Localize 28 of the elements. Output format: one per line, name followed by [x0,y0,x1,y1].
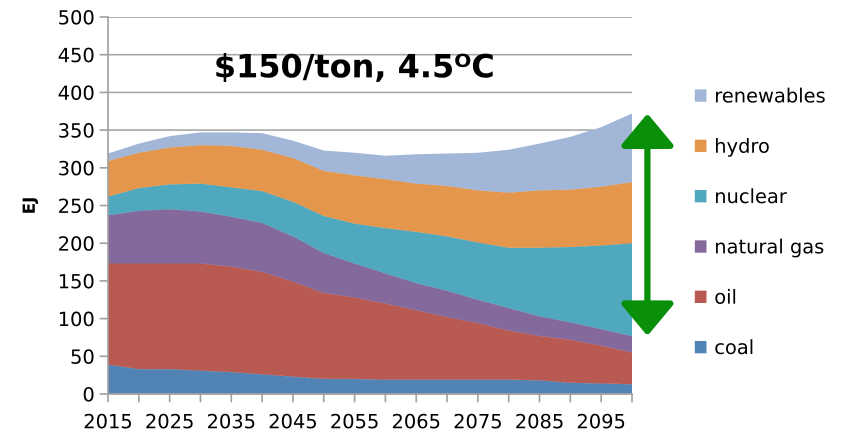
x-tick-label: 2035 [208,414,254,428]
legend-label: nuclear [716,188,787,204]
text: $150/ton, 4.5ᴼC [216,53,493,82]
y-tick-label: 0 [84,386,94,402]
legend-label: hydro [716,138,769,157]
y-tick-label: 200 [59,236,94,251]
legend-label: renewables [716,88,825,103]
legend-label: natural gas [716,238,824,258]
legend-label: coal [715,339,752,354]
x-tick-label: 2095 [578,414,624,428]
x-tick-label: 2065 [392,414,440,428]
x-tick-label: 2025 [146,414,193,428]
x-tick-label: 2055 [331,414,378,428]
x-tick-label: 2085 [516,414,563,428]
y-tick-label: 450 [58,48,94,62]
y-tick-label: 500 [59,10,94,25]
x-tick-label: 2015 [84,414,132,428]
y-tick-label: 100 [60,312,94,326]
legend-label: oil [715,288,736,304]
y-tick-label: 400 [58,85,94,100]
x-tick-label: 2045 [270,414,316,428]
y-tick-label: 50 [72,349,94,364]
y-tick-label: 350 [59,123,94,138]
y-tick-label: 300 [59,160,94,176]
y-axis-title: EJ [22,198,38,213]
x-tick-label: 2075 [454,414,501,428]
y-tick-label: 250 [59,198,94,214]
y-tick-label: 150 [60,274,94,289]
